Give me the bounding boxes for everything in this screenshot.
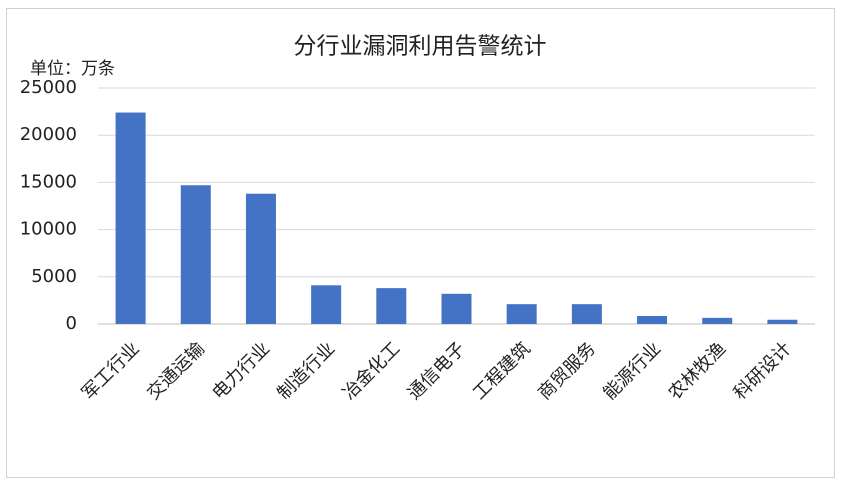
bar (506, 304, 537, 324)
y-tick-label: 15000 (20, 171, 77, 192)
bar (637, 315, 668, 324)
y-tick-label: 25000 (20, 77, 77, 98)
y-tick-label: 5000 (31, 266, 77, 287)
y-tick-label: 20000 (20, 124, 77, 145)
bar (702, 317, 733, 324)
chart-title: 分行业漏洞利用告警统计 (294, 34, 547, 60)
bar (767, 319, 798, 324)
y-tick-label: 10000 (20, 219, 77, 240)
y-unit-label: 单位：万条 (30, 59, 115, 79)
bar (311, 285, 342, 324)
bar (180, 185, 211, 324)
bar (245, 193, 276, 324)
y-tick-label: 0 (66, 313, 77, 334)
bar (441, 293, 472, 324)
bar (115, 112, 146, 324)
bar (376, 288, 407, 324)
bar (571, 304, 602, 324)
